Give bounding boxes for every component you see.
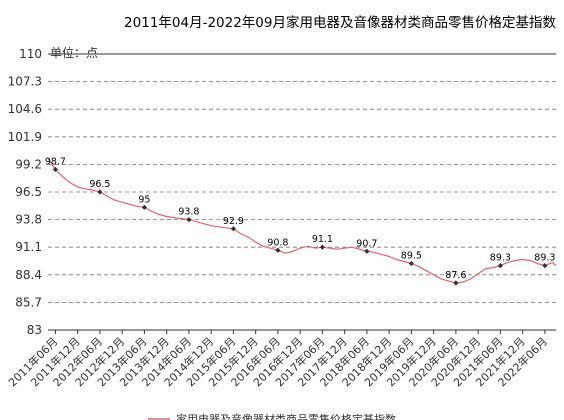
chart-title: 2011年04月-2022年09月家用电器及音像器材类商品零售价格定基指数 [124, 15, 556, 31]
data-label: 90.7 [356, 238, 377, 249]
data-marker [453, 280, 459, 286]
series-layer [47, 157, 557, 284]
y-tick-label: 83 [27, 323, 42, 337]
data-marker [141, 204, 148, 210]
data-marker [542, 263, 548, 269]
data-marker [319, 244, 325, 250]
series-line [47, 157, 557, 284]
data-marker [408, 260, 414, 267]
x-axis: 2011年06月2011年12月2012年06月2012年12月2013年06月… [5, 330, 550, 389]
data-label: 89.3 [490, 253, 511, 264]
data-marker [230, 226, 237, 232]
data-marker [97, 189, 103, 195]
data-label: 92.9 [223, 216, 244, 227]
legend-label: 家用电器及音像器材类商品零售价格定基指数 [176, 412, 396, 420]
data-label: 91.1 [312, 234, 333, 245]
y-tick-label: 88.4 [15, 268, 42, 282]
data-marker [275, 247, 281, 253]
data-label: 89.5 [401, 251, 422, 262]
y-tick-label: 85.7 [15, 295, 42, 309]
data-label: 93.8 [178, 207, 199, 218]
data-marker [186, 217, 192, 223]
y-tick-label: 107.3 [8, 75, 42, 89]
y-axis: 110 107.3 104.6 101.9 99.2 96.5 93.8 91.1 88.4 85… [8, 47, 42, 337]
data-label: 87.6 [445, 270, 466, 281]
gridlines [48, 53, 556, 331]
data-label: 90.8 [267, 237, 288, 248]
data-labels: 98.7 96.5 95 93.8 92.9 90.8 91.1 90.7 89.5 87.6 89… [45, 157, 555, 286]
data-marker [52, 166, 59, 173]
y-tick-label: 101.9 [8, 130, 42, 144]
data-marker [364, 248, 370, 254]
data-label: 95 [138, 194, 150, 205]
legend: 家用电器及音像器材类商品零售价格定基指数 [148, 412, 396, 420]
y-tick-label: 110 [19, 47, 42, 61]
data-label: 89.3 [534, 253, 555, 264]
y-tick-label: 96.5 [15, 185, 42, 199]
unit-label: 单位：点 [50, 45, 98, 60]
data-label: 98.7 [45, 157, 66, 168]
y-tick-label: 93.8 [15, 213, 42, 227]
y-tick-label: 99.2 [15, 157, 42, 171]
data-marker [497, 263, 503, 269]
y-tick-label: 104.6 [8, 102, 42, 116]
y-tick-label: 91.1 [15, 240, 42, 254]
data-label: 96.5 [89, 179, 110, 190]
